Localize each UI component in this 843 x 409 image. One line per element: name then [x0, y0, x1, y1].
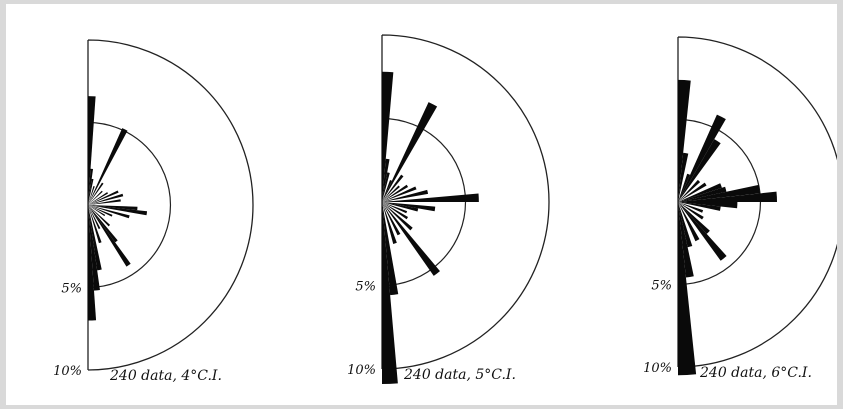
rose-petal [678, 173, 691, 202]
rose-petal [88, 205, 148, 216]
rose-petal [382, 184, 409, 202]
rose-petal [88, 199, 121, 205]
tick-label-5pct: 5% [651, 279, 672, 294]
rose-petal [88, 205, 113, 217]
rose-petal [88, 205, 138, 211]
rose-petal [678, 191, 777, 202]
rose-diagram-5-deg: 5% 10% 240 data, 5°C.I. [347, 34, 550, 385]
rose-petal [88, 190, 103, 205]
rose-petal [88, 192, 109, 205]
rose-petal [88, 205, 118, 243]
rose-petal [382, 202, 440, 276]
rose-petal [88, 128, 128, 205]
rose-petal [382, 202, 397, 244]
rose-petal [678, 202, 700, 242]
rose-petal [678, 152, 689, 202]
rose-petal [88, 178, 94, 205]
rose-petal [382, 202, 401, 236]
rose-petal [678, 202, 710, 234]
rose-petal [678, 202, 693, 248]
figure-panel: 5% 10% 240 data, 4°C.I. 5% 10% 240 data,… [6, 4, 837, 405]
rose-petal [88, 190, 119, 205]
tick-label-10pct: 10% [347, 363, 376, 378]
rose-petal [382, 185, 400, 202]
rose-petal [382, 202, 408, 214]
rose-diagram-6-deg: 5% 10% 240 data, 6°C.I. [643, 36, 837, 381]
caption: 240 data, 5°C.I. [403, 367, 516, 383]
rose-petal [88, 182, 104, 205]
rose-petal [382, 202, 398, 385]
rose-petal [382, 189, 429, 202]
rose-petal [678, 186, 727, 202]
rose-petal [88, 205, 102, 271]
rose-petal [88, 185, 95, 205]
rose-petal [88, 205, 101, 230]
caption: 240 data, 4°C.I. [109, 368, 222, 384]
rose-petal [382, 202, 409, 220]
rose-petal [88, 205, 130, 219]
rose-petals [382, 71, 479, 385]
tick-label-5pct: 5% [61, 282, 82, 297]
rose-petal [382, 172, 390, 202]
rose-petal [88, 96, 96, 205]
rose-petal [88, 168, 94, 205]
rose-petal [382, 186, 417, 202]
rose-petal [678, 179, 701, 202]
rose-petal [678, 184, 761, 202]
rose-petal [678, 114, 726, 202]
rose-petal [382, 71, 394, 203]
rose-petal [678, 202, 721, 211]
rose-petal [382, 202, 419, 212]
rose-petal [382, 202, 436, 212]
tick-label-10pct: 10% [53, 364, 82, 379]
rose-petal [88, 193, 124, 205]
caption: 240 data, 6°C.I. [699, 365, 812, 381]
rose-petal [678, 202, 727, 261]
rose-petals [678, 79, 777, 376]
rose-petal [678, 202, 738, 209]
rose-petal [382, 158, 390, 202]
rose-petal [678, 139, 721, 202]
rose-petal [678, 202, 704, 213]
rose-petal [382, 180, 392, 202]
rose-petal [382, 102, 438, 202]
rose-petal [88, 205, 131, 267]
rose-petal [382, 193, 479, 202]
rose-petals [88, 96, 148, 321]
rose-petal [382, 202, 399, 296]
tick-label-10pct: 10% [643, 361, 672, 376]
rose-petal [678, 182, 707, 202]
rose-petal [88, 205, 100, 291]
rose-petal [678, 202, 704, 220]
rose-diagram-figure: 5% 10% 240 data, 4°C.I. 5% 10% 240 data,… [53, 34, 837, 385]
rose-petal [382, 174, 404, 202]
rose-petal [678, 202, 697, 376]
rose-petal [88, 205, 106, 217]
rose-petal [678, 202, 694, 278]
rose-petal [678, 79, 691, 202]
rose-petal [88, 205, 102, 244]
rose-petal [88, 205, 97, 321]
rose-petal [382, 202, 413, 231]
rose-diagram-4-deg: 5% 10% 240 data, 4°C.I. [53, 39, 254, 384]
rose-petal [88, 205, 111, 227]
tick-label-5pct: 5% [355, 280, 376, 295]
rose-petal [678, 183, 722, 202]
